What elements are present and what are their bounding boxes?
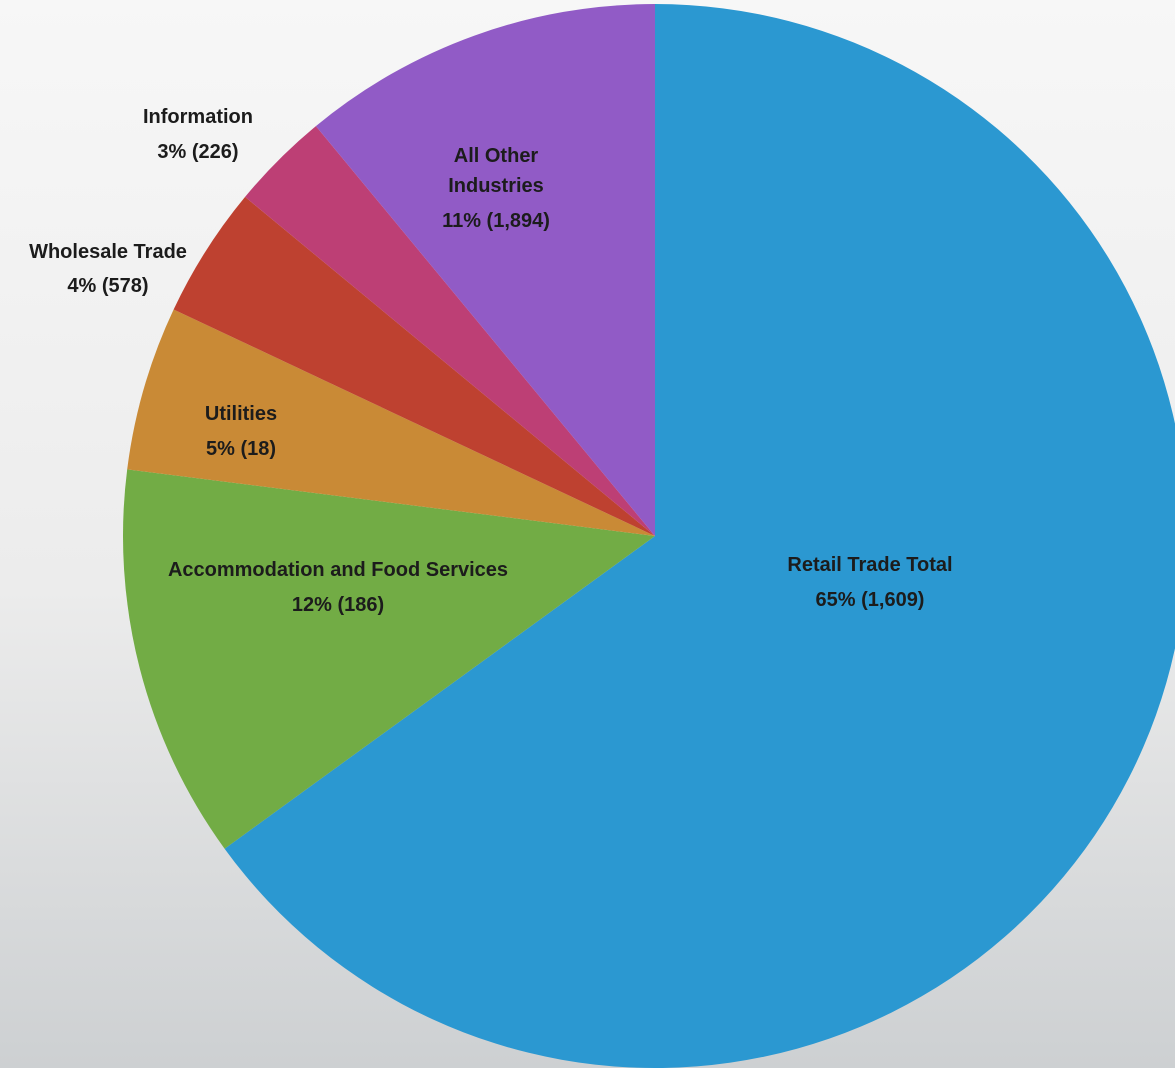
slice-name-label: Industries: [448, 175, 544, 197]
data-label-all-other-industries: All Other Industries 11% (1,894): [442, 145, 550, 232]
pie-slice-information: [245, 126, 655, 536]
slice-name-label: Information: [143, 106, 253, 128]
pie-slice-accommodation-and-food-services: [122, 469, 655, 849]
data-label-accommodation-and-food-services: Accommodation and Food Services 12% (186): [168, 559, 508, 616]
slice-name-label: All Other: [454, 145, 539, 167]
data-label-information: Information 3% (226): [143, 106, 253, 163]
pie-labels: Retail Trade Total 65% (1,609) Accommodati…: [29, 106, 953, 616]
data-label-retail-trade-total: Retail Trade Total 65% (1,609): [787, 554, 952, 611]
slice-name-label: Wholesale Trade: [29, 241, 187, 263]
slice-value-label: 12% (186): [292, 594, 384, 616]
slice-name-label: Accommodation and Food Services: [168, 559, 508, 581]
slice-name-label: Retail Trade Total: [787, 554, 952, 576]
slice-value-label: 11% (1,894): [442, 210, 550, 232]
pie-slice-all-other-industries: [315, 3, 655, 536]
slice-name-label: Utilities: [205, 403, 277, 425]
data-label-utilities: Utilities 5% (18): [205, 403, 277, 460]
pie-slice-wholesale-trade: [173, 196, 655, 536]
pie-slices: [122, 3, 1175, 1068]
pie-slice-retail-trade-total: [224, 4, 1175, 1068]
slice-value-label: 3% (226): [157, 141, 238, 163]
slice-value-label: 4% (578): [67, 275, 148, 297]
slice-value-label: 65% (1,609): [816, 589, 925, 611]
slice-value-label: 5% (18): [206, 438, 276, 460]
data-label-wholesale-trade: Wholesale Trade 4% (578): [29, 241, 187, 297]
pie-slice-utilities: [127, 309, 655, 536]
